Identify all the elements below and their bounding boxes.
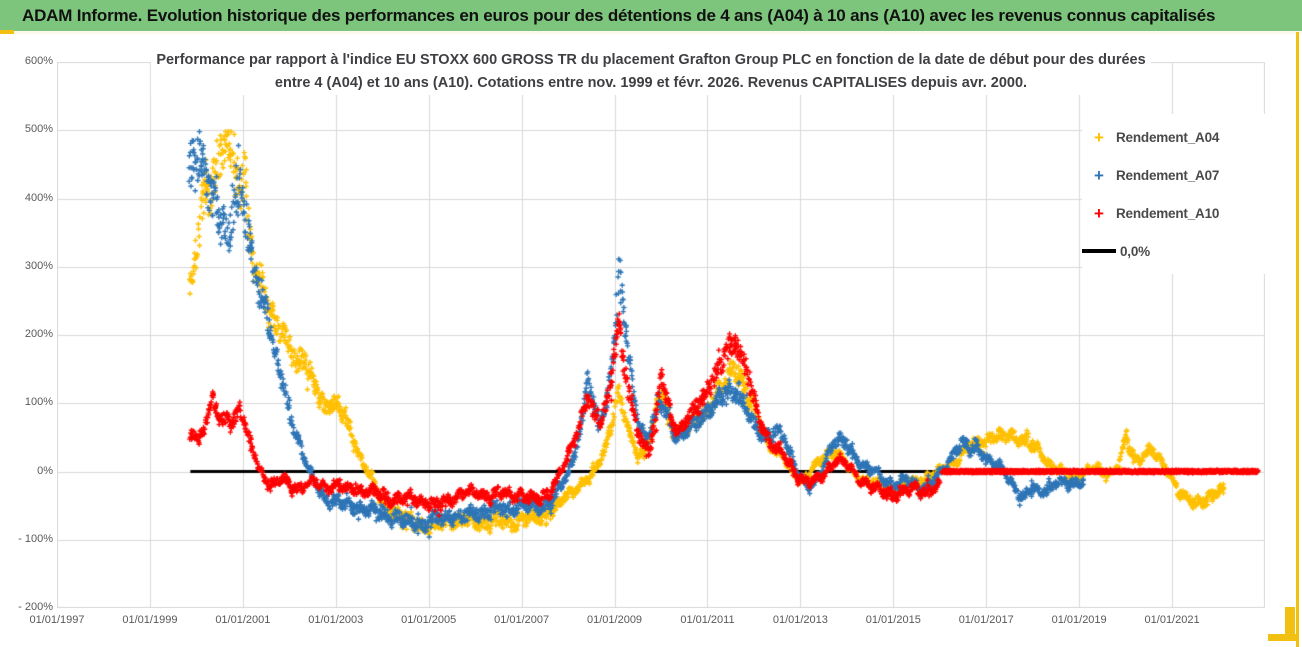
report-header-bar: ADAM Informe. Evolution historique des p… bbox=[0, 0, 1302, 31]
y-tick-label: 300% bbox=[24, 259, 53, 272]
legend-label: Rendement_A10 bbox=[1116, 205, 1220, 221]
x-tick-label: 01/01/2017 bbox=[958, 614, 1014, 626]
y-tick-label: 500% bbox=[24, 123, 53, 136]
x-tick-label: 01/01/2021 bbox=[1144, 614, 1200, 626]
chart-title-line1: Performance par rapport à l'indice EU ST… bbox=[156, 52, 1146, 68]
legend-item-a10: + Rendement_A10 bbox=[1082, 194, 1272, 232]
legend-label: Rendement_A07 bbox=[1116, 167, 1220, 183]
chart-title: Performance par rapport à l'indice EU ST… bbox=[151, 49, 1151, 95]
x-tick-label: 01/01/1997 bbox=[29, 614, 85, 626]
plot-area bbox=[57, 62, 1265, 608]
gold-accent-corner-vertical bbox=[1285, 607, 1295, 641]
legend-label: 0,0% bbox=[1120, 243, 1150, 259]
x-tick-label: 01/01/2001 bbox=[215, 614, 271, 626]
legend-item-a04: + Rendement_A04 bbox=[1082, 118, 1272, 156]
zero-line-sample-icon bbox=[1082, 249, 1116, 253]
legend-item-zero-line: 0,0% bbox=[1082, 232, 1272, 270]
x-tick-label: 01/01/2009 bbox=[587, 614, 643, 626]
plus-marker-icon: + bbox=[1094, 165, 1104, 185]
x-tick-label: 01/01/2007 bbox=[494, 614, 550, 626]
x-tick-label: 01/01/2003 bbox=[308, 614, 364, 626]
y-tick-label: - 100% bbox=[18, 532, 53, 545]
x-tick-label: 01/01/2011 bbox=[680, 614, 735, 626]
gold-accent-top-left bbox=[0, 30, 14, 34]
gold-accent-right-border bbox=[1296, 32, 1299, 647]
y-tick-label: 0% bbox=[37, 464, 53, 477]
chart-title-line2: entre 4 (A04) et 10 ans (A10). Cotations… bbox=[274, 75, 1028, 91]
y-tick-label: 600% bbox=[24, 55, 53, 67]
x-tick-label: 01/01/2005 bbox=[401, 614, 457, 626]
report-title: ADAM Informe. Evolution historique des p… bbox=[22, 5, 1216, 25]
x-tick-label: 01/01/2015 bbox=[865, 614, 921, 626]
header-underline bbox=[0, 31, 1302, 34]
legend-item-a07: + Rendement_A07 bbox=[1082, 156, 1272, 194]
y-tick-label: 100% bbox=[24, 396, 53, 409]
plus-marker-icon: + bbox=[1094, 203, 1104, 223]
gold-accent-corner-horizontal bbox=[1268, 634, 1297, 641]
y-tick-label: - 200% bbox=[18, 601, 53, 613]
legend-label: Rendement_A04 bbox=[1116, 129, 1220, 145]
y-tick-label: 400% bbox=[24, 191, 53, 204]
x-tick-label: 01/01/2013 bbox=[772, 614, 828, 626]
x-tick-label: 01/01/1999 bbox=[122, 614, 178, 626]
plus-marker-icon: + bbox=[1094, 127, 1104, 147]
legend: + Rendement_A04 + Rendement_A07 + Rendem… bbox=[1082, 114, 1272, 274]
x-tick-label: 01/01/2019 bbox=[1051, 614, 1107, 626]
y-tick-label: 200% bbox=[24, 328, 53, 340]
